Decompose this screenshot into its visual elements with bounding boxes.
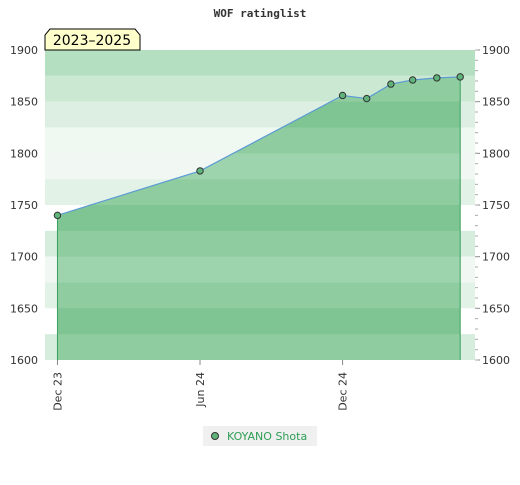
area-band: [57, 205, 461, 232]
y-tick-label-right: 1650: [482, 302, 510, 315]
period-badge: 2023–2025: [44, 28, 141, 51]
legend-label: KOYANO Shota: [227, 429, 308, 443]
chart-title: WOF ratinglist: [214, 7, 307, 20]
y-tick-label-left: 1900: [10, 44, 38, 57]
y-tick-label-right: 1600: [482, 354, 510, 367]
area-band: [57, 308, 461, 335]
y-tick-label-left: 1850: [10, 96, 38, 109]
y-tick-label-left: 1600: [10, 354, 38, 367]
axes-layer: 1600 1600 1650 1650 1700 1700 1750 1750 1800 1800…: [10, 44, 510, 411]
data-point: [363, 94, 371, 103]
period-badge-label: 2023–2025: [53, 33, 131, 49]
y-tick-label-left: 1650: [10, 302, 38, 315]
legend-marker-icon: [211, 432, 219, 440]
data-point: [53, 211, 62, 220]
y-tick-label-right: 1800: [482, 147, 510, 160]
period-badge-shape: [44, 28, 141, 51]
y-tick-label-right: 1700: [482, 251, 510, 264]
y-tick-label-right: 1850: [482, 96, 510, 109]
area-band: [57, 230, 461, 258]
marker-layer: [53, 73, 464, 220]
area-band: [57, 334, 461, 360]
x-tick-label: Dec 24: [337, 372, 350, 411]
x-tick-label: Dec 23: [51, 372, 64, 411]
y-tick-label-right: 1900: [482, 44, 510, 57]
y-tick-label-right: 1750: [482, 199, 510, 212]
area-band: [57, 282, 461, 309]
series-line: [57, 76, 461, 216]
legend[interactable]: KOYANO Shota: [203, 426, 317, 446]
x-tick-label: Jun 24: [194, 372, 207, 408]
data-point: [387, 80, 395, 88]
y-tick-label-left: 1800: [10, 147, 38, 160]
data-point: [433, 74, 441, 82]
y-tick-label-left: 1700: [10, 251, 38, 264]
data-point: [196, 167, 204, 175]
background-band: [45, 50, 475, 76]
data-point: [408, 76, 417, 84]
data-point: [338, 91, 347, 100]
y-tick-label-left: 1750: [10, 199, 38, 212]
data-point: [456, 73, 464, 81]
area-band: [57, 256, 461, 283]
